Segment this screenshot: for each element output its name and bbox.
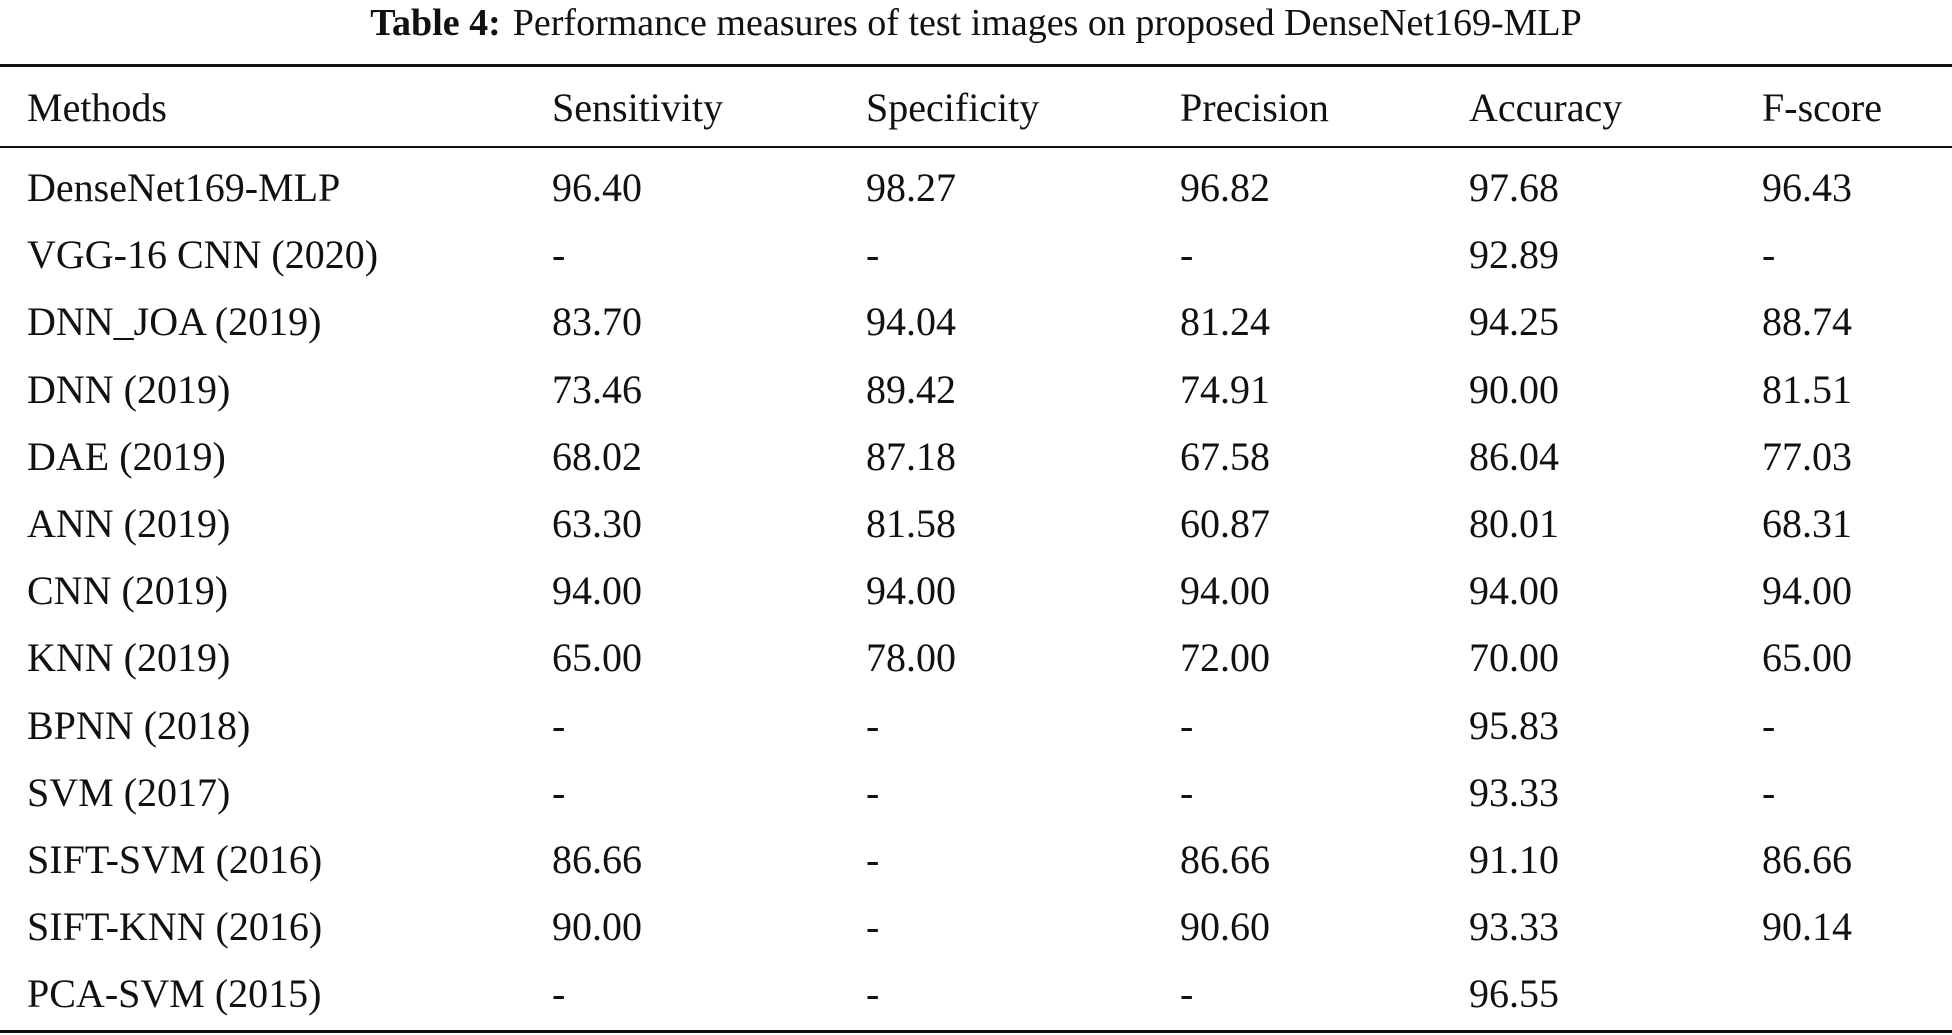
value-cell: -: [552, 769, 566, 815]
value-cell: 95.83: [1469, 702, 1559, 748]
method-cell: SVM (2017): [27, 769, 231, 815]
value-cell: -: [552, 702, 566, 748]
value-cell: 90.14: [1762, 904, 1852, 950]
value-cell: 94.00: [866, 568, 956, 614]
method-cell: PCA-SVM (2015): [27, 971, 322, 1017]
method-cell: ANN (2019): [27, 501, 231, 546]
value-cell: 91.10: [1469, 837, 1559, 882]
value-cell: -: [1762, 769, 1776, 815]
value-cell: 74.91: [1180, 366, 1270, 412]
value-cell: 90.00: [1469, 366, 1559, 412]
header-cell: Specificity: [866, 85, 1040, 130]
value-cell: 86.66: [552, 837, 642, 882]
value-cell: 67.58: [1180, 433, 1270, 479]
value-cell: -: [1762, 232, 1776, 278]
header-rule: [0, 146, 1952, 148]
value-cell: 65.00: [1762, 635, 1852, 681]
value-cell: 81.24: [1180, 299, 1270, 345]
value-cell: 86.04: [1469, 433, 1559, 479]
value-cell: 68.02: [552, 433, 642, 479]
value-cell: -: [1180, 971, 1194, 1017]
value-cell: 65.00: [552, 635, 642, 681]
method-cell: SIFT-KNN (2016): [27, 904, 323, 950]
value-cell: 97.68: [1469, 165, 1559, 210]
value-cell: 77.03: [1762, 433, 1852, 479]
bottom-rule: [0, 1030, 1952, 1033]
method-cell: VGG-16 CNN (2020): [27, 232, 379, 278]
value-cell: -: [866, 232, 880, 278]
value-cell: 98.27: [866, 165, 956, 210]
value-cell: 80.01: [1469, 501, 1559, 546]
header-cell: Sensitivity: [552, 85, 724, 130]
value-cell: -: [1762, 702, 1776, 748]
value-cell: -: [552, 232, 566, 278]
value-cell: 73.46: [552, 366, 642, 412]
value-cell: -: [866, 837, 880, 882]
header-cell: Precision: [1180, 85, 1329, 130]
top-rule: [0, 64, 1952, 67]
value-cell: 63.30: [552, 501, 642, 546]
value-cell: 86.66: [1762, 837, 1852, 882]
table-caption: Table 4: Performance measures of test ima…: [0, 0, 1952, 46]
value-cell: 89.42: [866, 366, 956, 412]
value-cell: 72.00: [1180, 635, 1270, 681]
value-cell: 94.00: [1180, 568, 1270, 614]
method-cell: CNN (2019): [27, 568, 229, 614]
value-cell: 96.82: [1180, 165, 1270, 210]
header-cell: Accuracy: [1469, 85, 1623, 130]
value-cell: -: [866, 769, 880, 815]
method-cell: DAE (2019): [27, 433, 226, 479]
method-cell: SIFT-SVM (2016): [27, 837, 323, 882]
value-cell: -: [1180, 702, 1194, 748]
value-cell: 81.58: [866, 501, 956, 546]
value-cell: -: [866, 702, 880, 748]
value-cell: -: [1180, 769, 1194, 815]
header-cell: F-score: [1762, 85, 1882, 130]
header-cell: Methods: [27, 85, 167, 130]
method-cell: DNN_JOA (2019): [27, 299, 322, 345]
value-cell: -: [866, 904, 880, 950]
value-cell: 96.55: [1469, 971, 1559, 1017]
value-cell: 81.51: [1762, 366, 1852, 412]
value-cell: 94.04: [866, 299, 956, 345]
value-cell: 93.33: [1469, 904, 1559, 950]
value-cell: 88.74: [1762, 299, 1852, 345]
value-cell: 94.25: [1469, 299, 1559, 345]
value-cell: 90.00: [552, 904, 642, 950]
value-cell: 78.00: [866, 635, 956, 681]
value-cell: 68.31: [1762, 501, 1852, 546]
value-cell: 94.00: [552, 568, 642, 614]
value-cell: 92.89: [1469, 232, 1559, 278]
method-cell: DNN (2019): [27, 366, 231, 412]
value-cell: 96.43: [1762, 165, 1852, 210]
value-cell: 90.60: [1180, 904, 1270, 950]
value-cell: 93.33: [1469, 769, 1559, 815]
method-cell: DenseNet169-MLP: [27, 165, 341, 210]
value-cell: 96.40: [552, 165, 642, 210]
value-cell: 70.00: [1469, 635, 1559, 681]
value-cell: 83.70: [552, 299, 642, 345]
value-cell: -: [552, 971, 566, 1017]
caption-label: Table 4:: [370, 2, 501, 44]
value-cell: 94.00: [1762, 568, 1852, 614]
value-cell: -: [866, 971, 880, 1017]
caption-text: Performance measures of test images on p…: [512, 2, 1582, 44]
method-cell: KNN (2019): [27, 635, 231, 681]
value-cell: 94.00: [1469, 568, 1559, 614]
value-cell: -: [1180, 232, 1194, 278]
value-cell: 86.66: [1180, 837, 1270, 882]
value-cell: 60.87: [1180, 501, 1270, 546]
value-cell: 87.18: [866, 433, 956, 479]
method-cell: BPNN (2018): [27, 702, 251, 748]
